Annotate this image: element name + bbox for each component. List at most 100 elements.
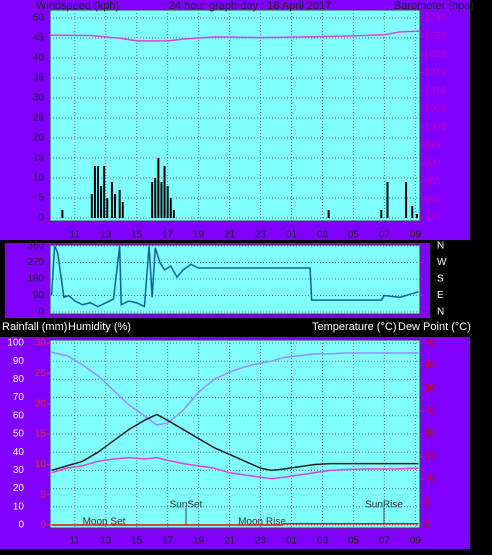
y2-tick-label: 40 [424, 338, 436, 349]
x-tick-label: 05 [348, 536, 360, 547]
y-tick-label: 70 [13, 392, 25, 403]
y-tick-label: 45 [33, 33, 45, 44]
wind-bar [411, 206, 414, 218]
annotation: SunSet [170, 500, 203, 511]
x-tick-label: 11 [70, 230, 81, 241]
y-tick-label: 80 [13, 374, 25, 385]
wind-bar [169, 198, 172, 218]
y-tick-label: 40 [13, 447, 25, 458]
y2-tick-label: 1020 [424, 49, 447, 60]
y-tick-label: 35 [33, 73, 45, 84]
x-tick-label: 01 [286, 536, 298, 547]
x-tick-label: 17 [162, 536, 174, 547]
y2-tick-label: 20 [424, 429, 436, 440]
y2-tick-label: 10 [424, 474, 436, 485]
series-line [50, 245, 419, 308]
series-line [49, 30, 421, 42]
annotation: Moon Set [83, 517, 126, 528]
wind-bar [118, 190, 121, 218]
x-tick-label: 23 [255, 536, 267, 547]
y-tick-label: 30 [33, 93, 45, 104]
y-tick-label: 360 [27, 241, 44, 252]
wind-bar [96, 166, 99, 218]
y-tick-label: 100 [7, 338, 24, 349]
y2-tick-label: 995 [424, 140, 441, 151]
y-tick-label: 90 [13, 356, 25, 367]
y2-tick-label: 1010 [424, 85, 447, 96]
wind-bar [386, 182, 389, 218]
y2-label: Temperature (°C) [312, 321, 396, 333]
y-tick-label: 20 [13, 483, 25, 494]
x-tick-label: 03 [317, 230, 329, 241]
x-tick-label: 15 [131, 536, 143, 547]
y-tick-label: 90 [33, 290, 45, 301]
x-tick-label: 05 [348, 230, 360, 241]
wind-bar [157, 158, 160, 218]
y-tick-label: 20 [33, 133, 45, 144]
y2-tick-label: 975 [424, 213, 441, 224]
y-tick-label: 0 [18, 520, 24, 531]
y2-tick-label: 1025 [424, 31, 447, 42]
x-tick-label: 19 [193, 230, 205, 241]
x-tick-label: 09 [410, 230, 422, 241]
y-tick-label: 0 [38, 307, 44, 318]
wind-bar [172, 210, 175, 218]
x-tick-label: 07 [379, 230, 391, 241]
y2-tick-label: 5 [424, 497, 430, 508]
annotation: SunRise [365, 500, 403, 511]
series-line [51, 523, 419, 526]
y2-tick-label: 1005 [424, 104, 447, 115]
x-tick-label: 21 [224, 536, 236, 547]
series-line [51, 413, 419, 472]
y2-tick-label: 985 [424, 176, 441, 187]
wind-bar [166, 186, 169, 218]
x-tick-label: 13 [100, 536, 112, 547]
y-tick-label: 10 [33, 173, 45, 184]
x-tick-label: 11 [70, 536, 81, 547]
y2-tick-label: 1015 [424, 67, 447, 78]
y2-tick-label: 25 [424, 406, 436, 417]
y3-tick-label: 20 [35, 398, 47, 409]
x-tick-label: 23 [255, 230, 267, 241]
wind-bar [380, 210, 383, 218]
wind-bar [415, 214, 418, 218]
y-tick-label: 0 [38, 213, 44, 224]
wind-bar [103, 166, 106, 218]
plot-area [49, 339, 421, 529]
y2-tick-label: 35 [424, 360, 436, 371]
y3-tick-label: 10 [35, 459, 47, 470]
x-tick-label: 07 [379, 536, 391, 547]
y-tick-label: 5 [38, 193, 44, 204]
y-tick-label: 60 [13, 410, 25, 421]
wind-bar [151, 182, 154, 218]
y2-tick-label: 30 [424, 383, 436, 394]
series-line [51, 456, 419, 480]
y-tick-label: 10 [13, 501, 25, 512]
y2-tick-label: 0 [424, 520, 430, 531]
y2-tick-label: 15 [424, 451, 436, 462]
x-tick-label: 13 [100, 230, 112, 241]
wind-bar [61, 210, 64, 218]
y-tick-label: 30 [13, 465, 25, 476]
x-tick-label: 03 [317, 536, 329, 547]
y-label: Humidity (%) [68, 321, 131, 333]
x-tick-label: 21 [224, 230, 236, 241]
y2-tick-label: 1030 [424, 13, 447, 24]
x-tick-label: 15 [131, 230, 143, 241]
chart-title: 24 hour graph day : 18 April 2017 [169, 0, 332, 12]
y-tick-label: 180 [27, 274, 44, 285]
y2-tick-label: N [437, 241, 444, 252]
x-tick-label: 17 [162, 230, 174, 241]
wind-bar [327, 210, 330, 218]
y-tick-label: 50 [13, 429, 25, 440]
wind-bar [93, 166, 96, 218]
wind-bar [163, 166, 166, 218]
y-tick-label: 25 [33, 113, 45, 124]
wind-bar [114, 194, 117, 218]
y2-tick-label: 1000 [424, 122, 447, 133]
y2-tick-label: 990 [424, 158, 441, 169]
y3-tick-label: 25 [35, 368, 47, 379]
wind-bar [154, 178, 157, 218]
series-line [51, 351, 419, 426]
y-tick-label: 50 [33, 13, 45, 24]
